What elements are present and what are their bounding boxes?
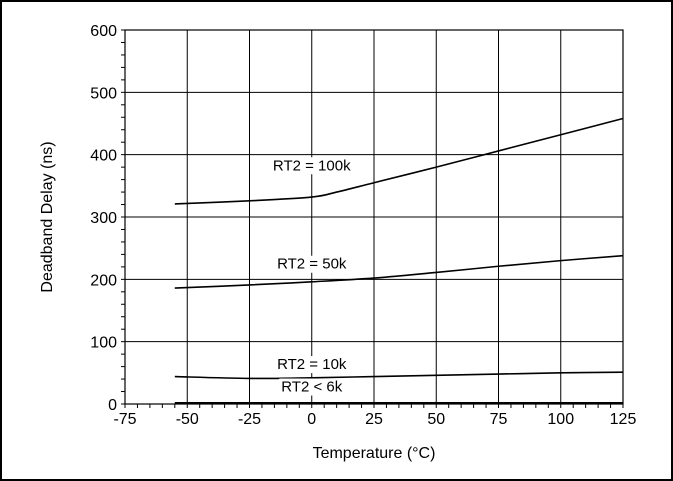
series-line-0 [174,117,624,205]
series-label-2: RT2 = 10k [277,356,347,373]
series-lines [174,117,624,404]
series-label-3: RT2 < 6k [281,379,343,396]
x-tick-label: -50 [176,411,199,428]
series-label-0: RT2 = 100k [273,157,351,174]
y-tick-label: 200 [90,272,117,289]
series-label-bg [275,255,349,273]
series-label-1: RT2 = 50k [277,256,347,273]
y-tick-label: 100 [90,335,117,352]
series-label-bg [279,378,345,396]
axis-ticks [121,29,624,408]
series-annotations: RT2 = 100k RT2 = 50k RT2 = 10k RT2 < 6k [270,157,354,396]
series-label-bg [270,157,354,175]
x-tick-label: 50 [427,411,445,428]
y-tick-label: 300 [90,210,117,227]
series-line-2 [174,371,624,380]
series-label-bg [275,356,349,374]
x-tick-label: 25 [365,411,383,428]
x-tick-label: 125 [610,411,637,428]
y-tick-label: 500 [90,85,117,102]
x-axis-title: Temperature (°C) [313,445,436,462]
y-tick-label: 400 [90,148,117,165]
y-tick-label: 0 [108,397,117,414]
y-axis-title: Deadband Delay (ns) [39,141,56,292]
tick-labels: -75 -50 -25 0 25 50 75 100 125 0 100 200 300 400 500 60… [90,23,636,428]
x-tick-label: 0 [307,411,316,428]
grid [124,29,624,405]
x-tick-label: 100 [547,411,574,428]
x-tick-label: 75 [490,411,508,428]
y-tick-label: 600 [90,23,117,40]
series-line-1 [174,254,624,289]
x-tick-label: -75 [113,411,136,428]
x-tick-label: -25 [238,411,261,428]
